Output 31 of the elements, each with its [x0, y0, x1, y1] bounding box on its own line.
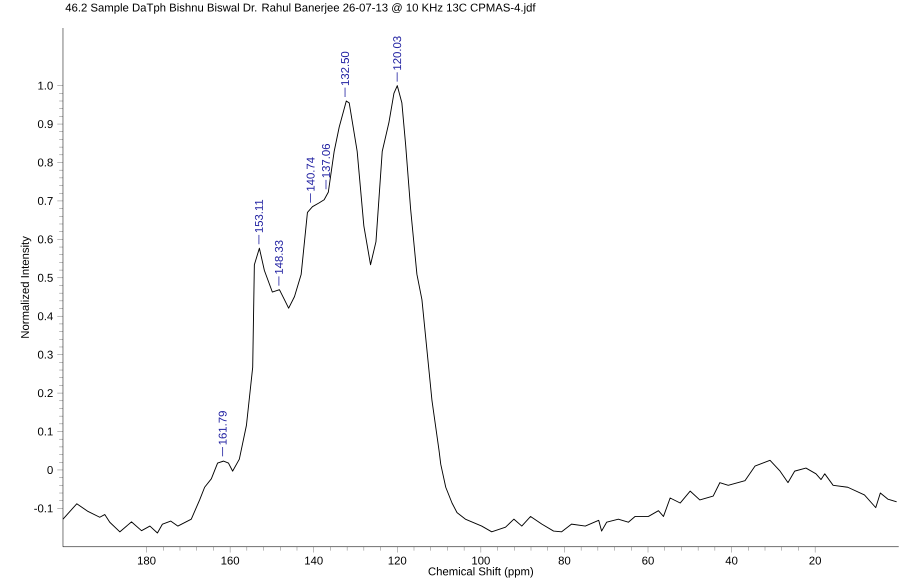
x-tick-label: 60: [642, 556, 654, 565]
annotation: 132.50: [341, 52, 350, 86]
y-tick-label: -0.1: [34, 504, 53, 512]
annotation: 140.74: [306, 157, 315, 191]
x-tick-label: 40: [726, 556, 738, 565]
y-tick-label: 0.4: [38, 312, 53, 320]
x-tick-label: 180: [138, 556, 156, 565]
x-tick-label: 140: [305, 556, 323, 565]
y-tick-label: 0.2: [38, 389, 53, 398]
y-tick-label: 0.8: [38, 158, 53, 167]
y-tick-label: 0.6: [38, 235, 53, 244]
y-tick-label: 0.3: [38, 350, 53, 359]
y-tick-label: 0: [47, 466, 53, 474]
y-tick-label: 0.5: [38, 274, 53, 282]
y-tick-label: 0.1: [38, 428, 53, 436]
annotation: 161.79: [218, 411, 227, 445]
y-tick-label: 1.0: [38, 82, 53, 90]
x-axis-title: Chemical Shift (ppm): [428, 567, 534, 578]
y-tick-label: 0.9: [38, 120, 53, 128]
x-tick-label: 160: [222, 556, 240, 565]
x-tick-label: 120: [388, 556, 406, 565]
annotation: 120.03: [393, 36, 402, 70]
x-tick-label: 80: [558, 556, 570, 565]
x-tick-label: 20: [809, 556, 821, 565]
y-tick-label: 0.7: [38, 197, 53, 206]
y-axis-title: Normalized Intensity: [20, 236, 32, 338]
annotation: 137.06: [322, 144, 330, 178]
annotation: 148.33: [274, 240, 283, 274]
annotation: 153.11: [254, 200, 263, 232]
x-tick-label: 100: [472, 556, 490, 565]
chart-title: 46.2 Sample DaTph Bishnu Biswal Dr. Rahul Banerjee 26-07-13 @ 10 KHz 13C CPMAS-4.jdf: [66, 3, 536, 14]
